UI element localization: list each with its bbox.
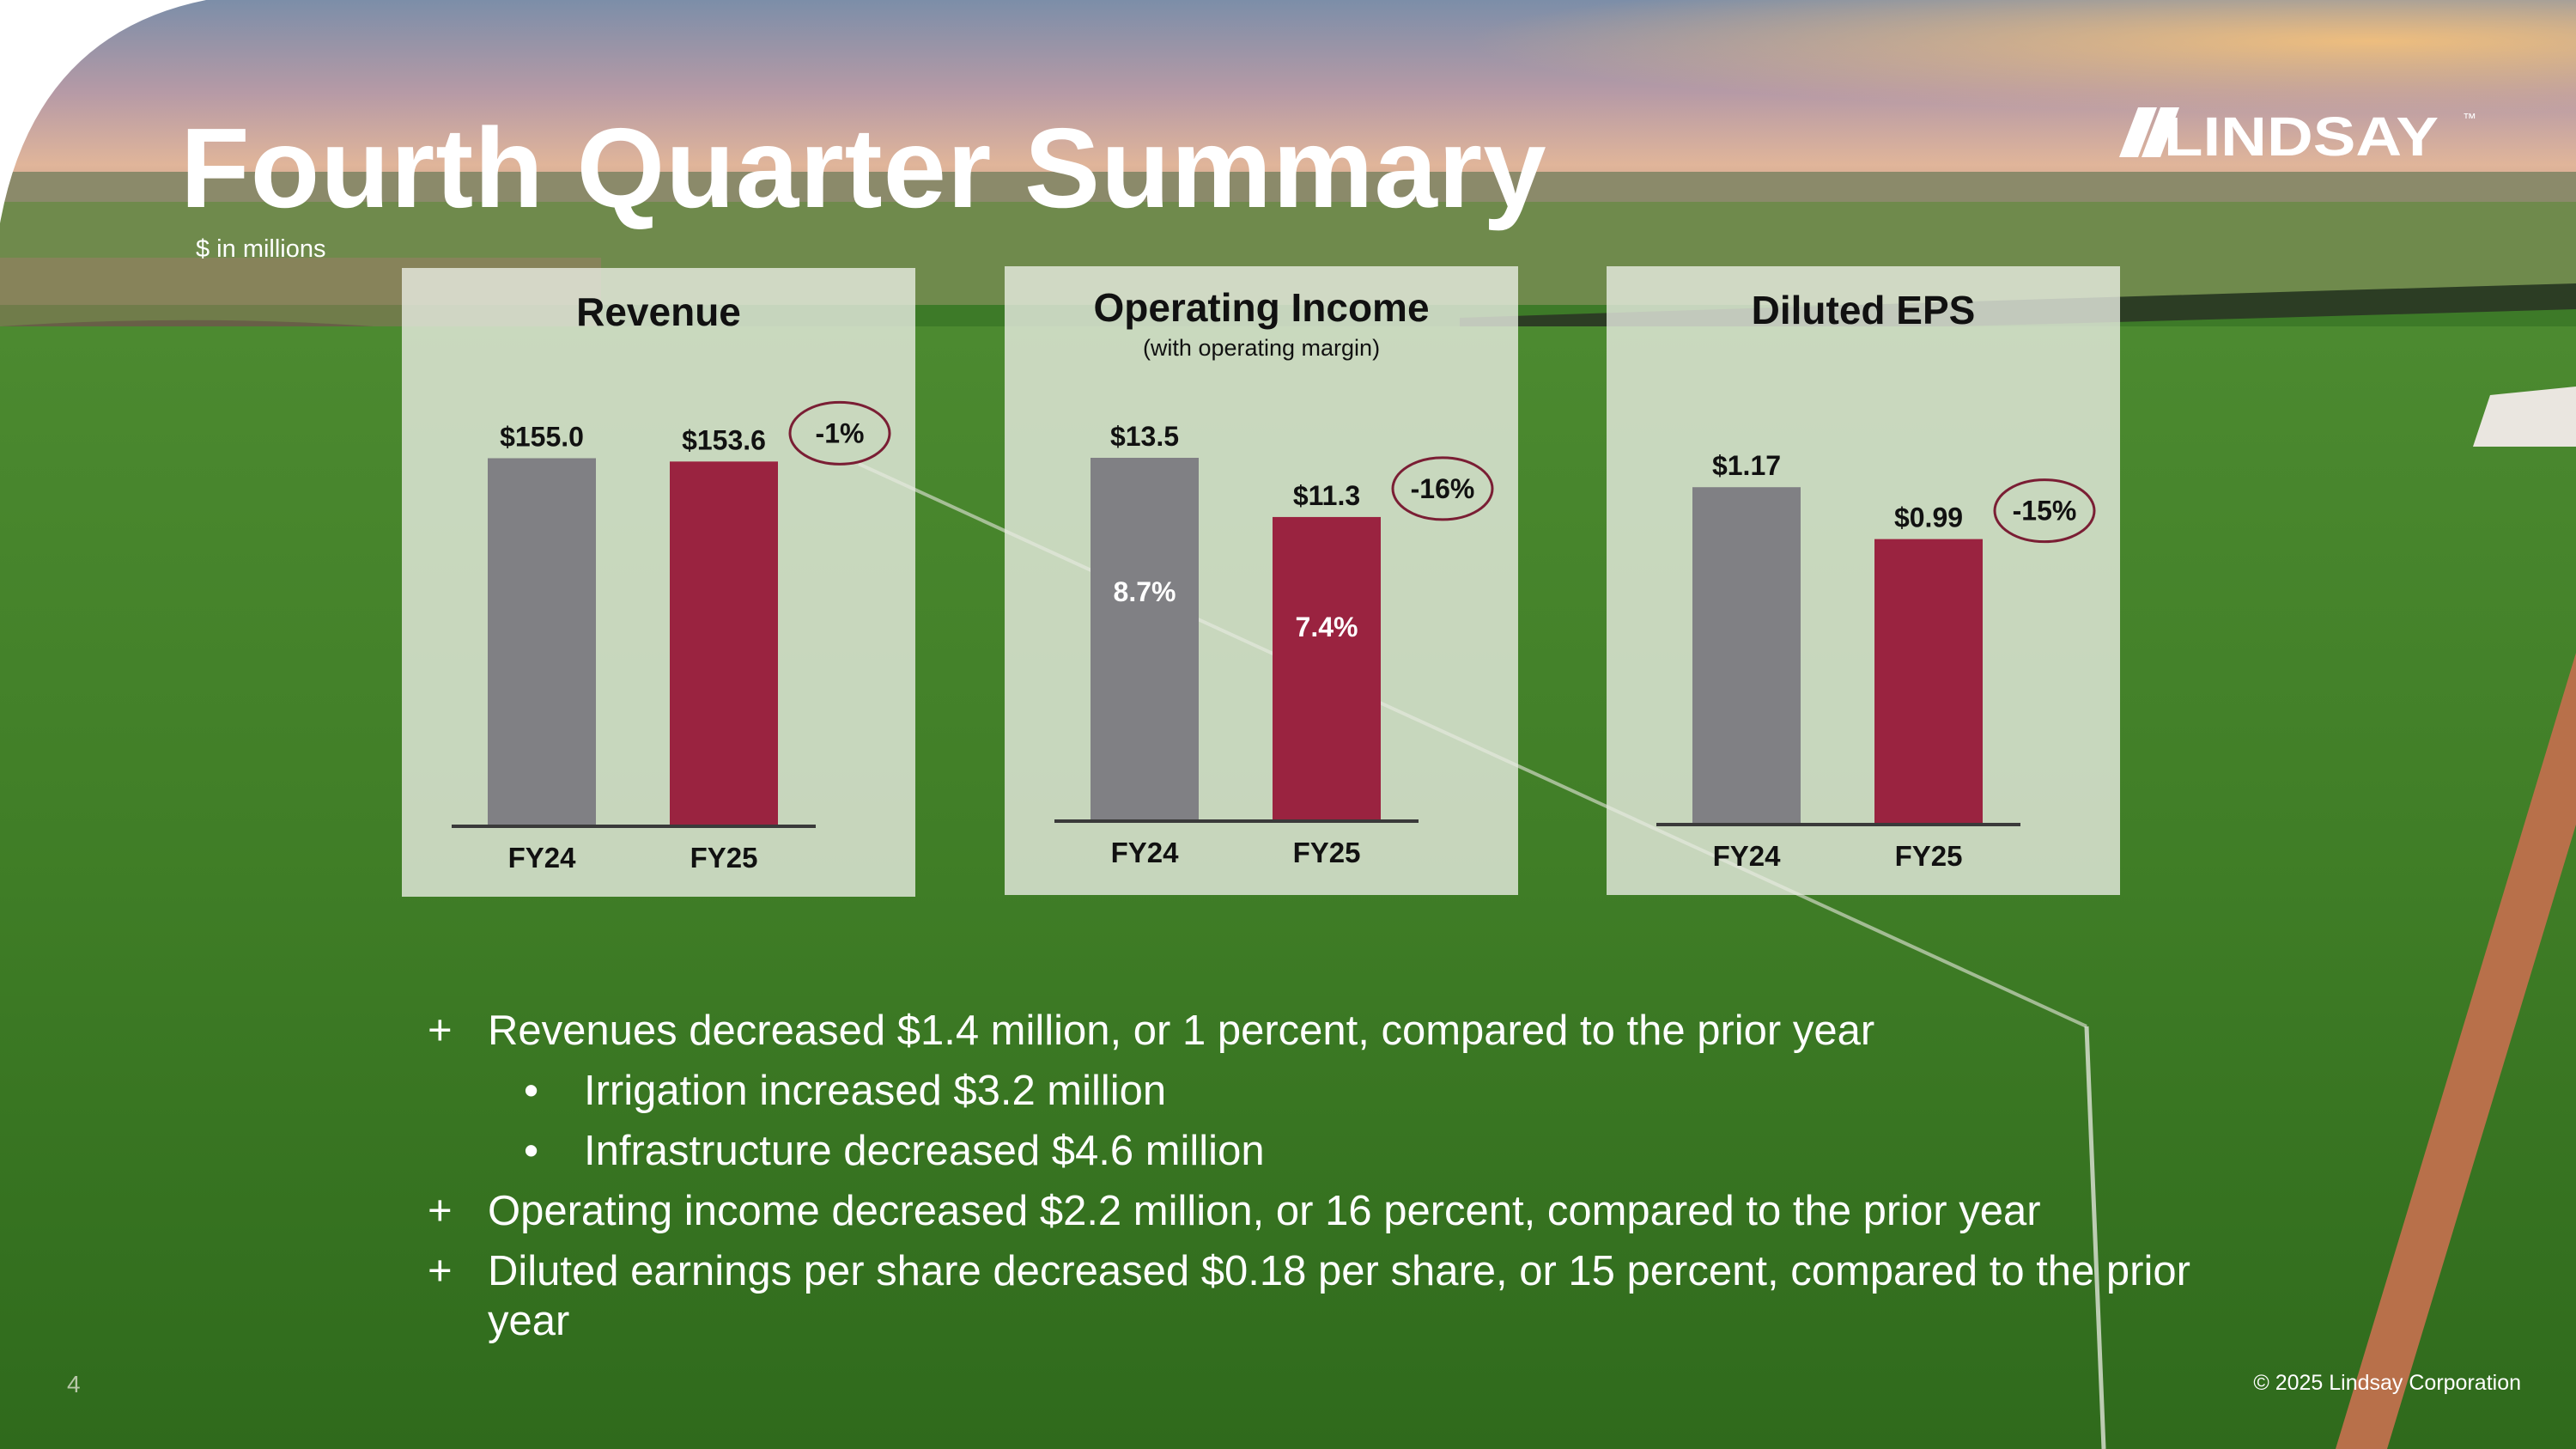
bullet-text: Diluted earnings per share decreased $0.…: [488, 1248, 2190, 1344]
bullet-text: Infrastructure decreased $4.6 million: [584, 1128, 1265, 1174]
summary-bullets: + Revenues decreased $1.4 million, or 1 …: [421, 1001, 2224, 1346]
category-label: FY25: [690, 842, 758, 874]
copyright-notice: © 2025 Lindsay Corporation: [2253, 1371, 2521, 1395]
bullet-text: Revenues decreased $1.4 million, or 1 pe…: [488, 1008, 1875, 1054]
bar-fy24: [488, 458, 596, 826]
chart-title: Diluted EPS: [1752, 288, 1976, 332]
slide-title: Fourth Quarter Summary: [180, 105, 1547, 231]
bullet-item: + Revenues decreased $1.4 million, or 1 …: [421, 1001, 2224, 1061]
bar-value-label: $1.17: [1712, 450, 1781, 481]
lindsay-logo: LINDSAY ™: [2119, 107, 2476, 159]
category-label: FY25: [1293, 837, 1361, 868]
chart-title: Revenue: [576, 289, 741, 334]
chart-subtitle: (with operating margin): [1143, 335, 1380, 361]
operating-income-chart: Operating Income (with operating margin) $…: [1054, 285, 1494, 868]
revenue-chart-panel: Revenue $155.0 FY24 $153.6 FY25 -1%: [402, 268, 915, 897]
bullet-text: Irrigation increased $3.2 million: [584, 1068, 1167, 1114]
chart-title: Operating Income: [1093, 285, 1429, 330]
bar-value-label: $11.3: [1293, 480, 1360, 511]
diluted-eps-chart-panel: Diluted EPS $1.17 FY24 $0.99 FY25 -15%: [1607, 266, 2120, 895]
category-label: FY25: [1895, 840, 1963, 872]
units-note: $ in millions: [196, 235, 326, 263]
logo-trademark: ™: [2463, 112, 2476, 126]
category-label: FY24: [1713, 840, 1782, 872]
bar-value-label: $153.6: [682, 424, 766, 455]
percent-change-label: -15%: [2013, 496, 2077, 527]
page-number: 4: [67, 1371, 81, 1397]
bar-fy24: [1091, 458, 1199, 821]
diluted-eps-chart: Diluted EPS $1.17 FY24 $0.99 FY25 -15%: [1656, 288, 2096, 872]
bar-fy25: [1874, 539, 1983, 825]
bar-value-label: $13.5: [1110, 421, 1179, 452]
bullet-item: + Diluted earnings per share decreased $…: [421, 1246, 2231, 1346]
bullet-marker: +: [428, 1008, 453, 1054]
change-oval: [1391, 456, 1494, 521]
percent-change-label: -16%: [1411, 473, 1475, 504]
bullet-marker: •: [524, 1068, 539, 1114]
change-oval: [788, 400, 891, 466]
sub-bullet-item: • Infrastructure decreased $4.6 million: [421, 1121, 2224, 1181]
bullet-text: Operating income decreased $2.2 million,…: [488, 1188, 2041, 1234]
margin-label: 7.4%: [1296, 612, 1358, 642]
category-label: FY24: [508, 842, 577, 874]
bullet-marker: •: [524, 1128, 539, 1174]
bar-fy25: [670, 461, 778, 826]
bullet-marker: +: [428, 1188, 453, 1234]
bullet-marker: +: [428, 1248, 453, 1294]
operating-income-chart-panel: Operating Income (with operating margin) $…: [1005, 266, 1518, 895]
margin-label: 8.7%: [1114, 576, 1176, 607]
revenue-chart: Revenue $155.0 FY24 $153.6 FY25 -1%: [452, 289, 891, 874]
corner-decoration: [0, 0, 206, 223]
bullet-item: + Operating income decreased $2.2 millio…: [421, 1181, 2224, 1241]
bar-fy25: [1273, 516, 1381, 821]
category-label: FY24: [1111, 837, 1180, 868]
bar-value-label: $155.0: [500, 421, 584, 452]
sub-bullet-item: • Irrigation increased $3.2 million: [421, 1061, 2224, 1121]
bar-fy24: [1692, 487, 1801, 825]
logo-wordmark: LINDSAY: [2164, 107, 2439, 159]
bar-value-label: $0.99: [1894, 502, 1963, 533]
change-oval: [1993, 478, 2096, 544]
percent-change-label: -1%: [816, 417, 865, 448]
